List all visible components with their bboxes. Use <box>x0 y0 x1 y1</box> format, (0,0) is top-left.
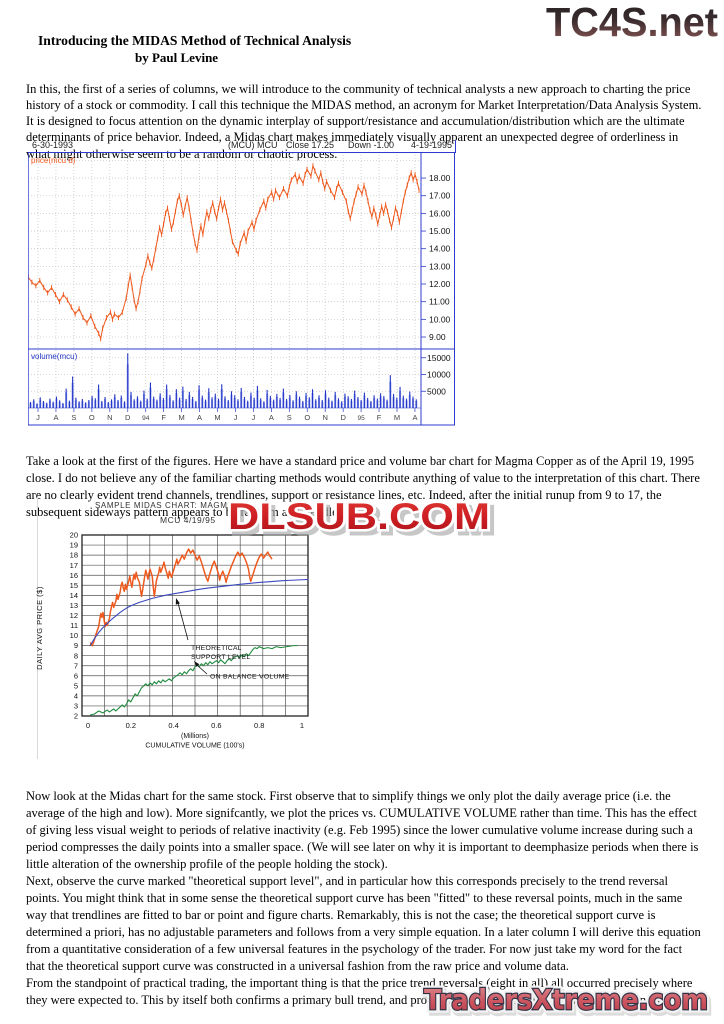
svg-text:10000: 10000 <box>427 370 451 380</box>
svg-text:J: J <box>252 413 256 422</box>
paragraph-5: From the standpoint of practical trading… <box>26 975 693 1007</box>
chart1-close: Close 17.25 <box>286 140 335 150</box>
svg-text:94: 94 <box>142 415 150 422</box>
svg-text:13.00: 13.00 <box>429 261 451 271</box>
svg-text:7: 7 <box>74 661 78 670</box>
svg-text:D: D <box>340 413 346 422</box>
svg-text:16: 16 <box>70 571 78 580</box>
chart1-canvas: 18.00 17.00 16.00 15.00 14.00 13.00 12.00 11.00… <box>28 153 455 426</box>
svg-text:M: M <box>214 413 220 422</box>
svg-text:4: 4 <box>74 691 78 700</box>
svg-text:F: F <box>377 413 382 422</box>
svg-text:17: 17 <box>70 561 78 570</box>
tradersxtreme-logo-glow: TradersXtreme.com <box>424 983 708 1016</box>
svg-text:N: N <box>322 413 327 422</box>
svg-text:10.00: 10.00 <box>429 314 451 324</box>
svg-text:volume(mcu): volume(mcu) <box>31 352 78 361</box>
chart1-end-date: 4-19-1995 <box>410 140 452 150</box>
svg-text:20: 20 <box>70 531 78 540</box>
svg-text:S: S <box>71 413 76 422</box>
svg-text:price(mcu d): price(mcu d) <box>31 156 76 165</box>
svg-text:0.4: 0.4 <box>168 721 178 730</box>
chart2-left-edge <box>37 497 38 759</box>
dlsub-watermark-shadow: DLSUB.COM <box>232 500 494 541</box>
svg-text:18.00: 18.00 <box>429 173 451 183</box>
svg-text:THEORETICAL: THEORETICAL <box>191 645 242 652</box>
svg-text:S: S <box>287 413 292 422</box>
paragraph-3: Now look at the Midas chart for the same… <box>26 788 699 871</box>
svg-text:DAILY AVG PRICE ($): DAILY AVG PRICE ($) <box>35 586 44 670</box>
svg-text:D: D <box>125 413 131 422</box>
tradersxtreme-logo-shadow: TradersXtreme.com <box>426 986 710 1019</box>
svg-text:15.00: 15.00 <box>429 226 451 236</box>
svg-text:9: 9 <box>74 641 78 650</box>
svg-text:18: 18 <box>70 551 78 560</box>
svg-text:5000: 5000 <box>427 386 446 396</box>
svg-text:14: 14 <box>70 591 78 600</box>
tradersxtreme-logo: TradersXtreme.com TradersXtreme.com Trad… <box>421 980 714 1022</box>
chart1-header: 6-30-1993 (MCU) MCU Close 17.25 Down -1.… <box>28 140 456 153</box>
chart1-symbol: (MCU) MCU <box>228 140 278 150</box>
svg-text:J: J <box>234 413 238 422</box>
svg-text:A: A <box>53 413 58 422</box>
svg-text:0.8: 0.8 <box>254 721 264 730</box>
svg-text:O: O <box>89 413 95 422</box>
svg-text:M: M <box>394 413 400 422</box>
paragraph-1: In this, the first of a series of column… <box>26 81 702 161</box>
svg-text:16.00: 16.00 <box>429 208 451 218</box>
svg-text:14.00: 14.00 <box>429 244 451 254</box>
chart1-start-date: 6-30-1993 <box>32 140 74 150</box>
price-volume-chart: 6-30-1993 (MCU) MCU Close 17.25 Down -1.… <box>28 140 456 428</box>
article-byline: by Paul Levine <box>135 50 219 65</box>
svg-text:2: 2 <box>74 712 78 721</box>
svg-text:17.00: 17.00 <box>429 191 451 201</box>
svg-text:3: 3 <box>74 702 78 711</box>
svg-text:5: 5 <box>74 681 78 690</box>
midas-chart-title: SAMPLE MIDAS CHART: MAGMA <box>95 501 234 510</box>
svg-text:SUPPORT LEVEL: SUPPORT LEVEL <box>191 654 251 661</box>
svg-text:J: J <box>36 413 40 422</box>
svg-text:95: 95 <box>357 415 365 422</box>
chart1-change: Down -1.00 <box>348 140 395 150</box>
svg-text:19: 19 <box>70 541 78 550</box>
svg-text:15000: 15000 <box>427 353 451 363</box>
svg-text:M: M <box>178 413 184 422</box>
svg-text:F: F <box>161 413 166 422</box>
svg-text:8: 8 <box>74 651 78 660</box>
svg-text:A: A <box>197 413 202 422</box>
svg-text:10: 10 <box>70 631 78 640</box>
dlsub-watermark: DLSUB.COM DLSUB.COM <box>226 494 497 542</box>
svg-text:15: 15 <box>70 581 78 590</box>
tradersxtreme-logo-text: TradersXtreme.com <box>424 983 708 1016</box>
svg-text:CUMULATIVE VOLUME (100's): CUMULATIVE VOLUME (100's) <box>145 743 244 750</box>
paragraph-2: Take a look at the first of the figures.… <box>26 453 700 519</box>
svg-text:12: 12 <box>70 611 78 620</box>
svg-text:0: 0 <box>86 721 90 730</box>
svg-text:N: N <box>107 413 112 422</box>
svg-text:11: 11 <box>70 621 78 630</box>
tc4s-logo-text: TC4S.net <box>546 2 718 44</box>
svg-text:0.6: 0.6 <box>211 721 221 730</box>
svg-text:12.00: 12.00 <box>429 279 451 289</box>
svg-text:6: 6 <box>74 671 78 680</box>
svg-text:1: 1 <box>300 721 304 730</box>
svg-text:A: A <box>269 413 274 422</box>
svg-text:(Millions): (Millions) <box>181 733 209 740</box>
svg-text:A: A <box>412 413 417 422</box>
svg-text:0.2: 0.2 <box>126 721 136 730</box>
article-title: Introducing the MIDAS Method of Technica… <box>38 33 352 48</box>
svg-text:13: 13 <box>70 601 78 610</box>
paragraph-4: Next, observe the curve marked "theoreti… <box>26 873 701 973</box>
svg-text:9.00: 9.00 <box>429 332 446 342</box>
svg-text:O: O <box>304 413 310 422</box>
dlsub-watermark-text: DLSUB.COM <box>228 496 490 537</box>
midas-chart-subtitle: MCU 4/19/95 <box>160 515 216 525</box>
svg-text:11.00: 11.00 <box>429 297 450 307</box>
tc4s-logo: TC4S.net <box>546 2 718 44</box>
svg-text:ON BALANCE VOLUME: ON BALANCE VOLUME <box>210 674 290 681</box>
